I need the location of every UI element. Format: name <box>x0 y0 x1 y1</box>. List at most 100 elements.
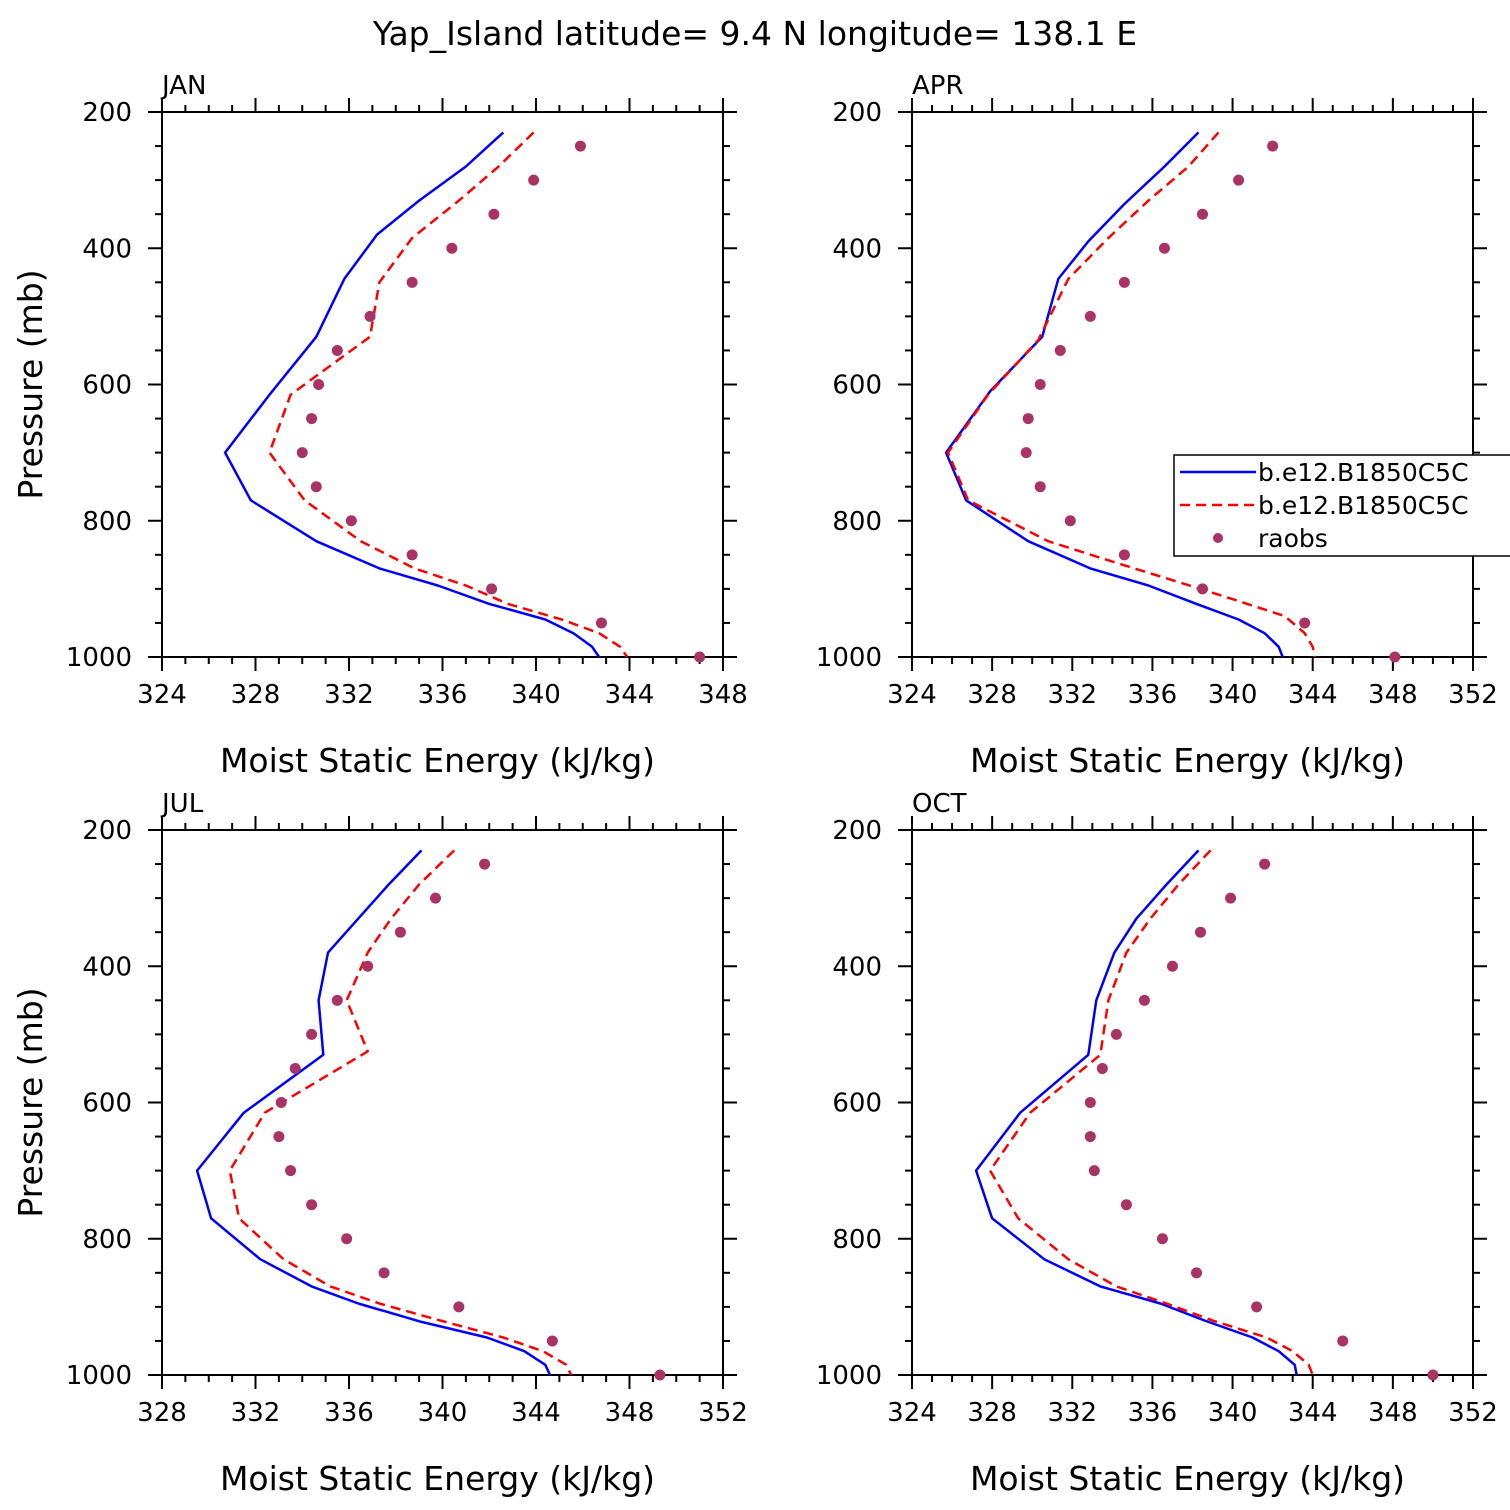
y-tick-label: 400 <box>82 234 132 264</box>
y-tick-label: 200 <box>832 816 882 846</box>
chart-panel-apr: 324 328 332 336 340 344 348 352 200 400 600 800 1000… <box>816 71 1498 780</box>
series-line-dashed <box>228 849 573 1376</box>
raobs-point <box>1034 481 1046 493</box>
raobs-point <box>1084 310 1096 322</box>
raobs-point <box>1259 858 1271 870</box>
raobs-point <box>453 1301 465 1313</box>
raobs-point <box>479 858 491 870</box>
series-line-solid <box>944 131 1284 658</box>
raobs-point <box>394 926 406 938</box>
raobs-point <box>1034 379 1046 390</box>
y-tick-label: 1000 <box>816 1361 882 1391</box>
raobs-point <box>1197 208 1209 220</box>
raobs-point <box>1022 413 1034 425</box>
raobs-point <box>528 174 540 186</box>
y-tick-label: 800 <box>82 1225 132 1255</box>
plot-frame <box>161 111 724 658</box>
raobs-point <box>1427 1369 1439 1381</box>
raobs-point <box>1225 892 1237 904</box>
y-tick-label: 200 <box>82 816 132 846</box>
x-tick-label: 328 <box>137 1398 187 1428</box>
legend-dot <box>1213 533 1223 543</box>
series-line-solid <box>974 849 1298 1376</box>
x-tick-label: 332 <box>324 680 374 710</box>
raobs-point <box>331 344 343 356</box>
raobs-point <box>1096 1062 1108 1074</box>
raobs-point <box>406 549 418 561</box>
x-tick-label: 328 <box>231 680 281 710</box>
x-tick-label: 324 <box>137 680 187 710</box>
plot-frame <box>911 829 1474 1376</box>
raobs-point <box>1020 447 1032 459</box>
panel-label: APR <box>912 71 964 101</box>
raobs-point <box>1110 1028 1122 1040</box>
raobs-point <box>364 310 376 322</box>
panel-label: JUL <box>160 789 204 819</box>
figure-title: Yap_Island latitude= 9.4 N longitude= 13… <box>372 14 1137 53</box>
y-tick-label: 600 <box>832 1089 882 1119</box>
raobs-point <box>1197 583 1209 595</box>
raobs-point <box>429 892 441 904</box>
x-tick-label: 340 <box>1208 1398 1258 1428</box>
y-tick-label: 400 <box>82 952 132 982</box>
raobs-point <box>341 1233 353 1245</box>
raobs-point <box>1195 926 1207 938</box>
panel-label: JAN <box>160 71 206 101</box>
chart-panel-oct: 324 328 332 336 340 344 348 352 200 400 600 800 1000… <box>816 789 1498 1498</box>
raobs-point <box>1251 1301 1263 1313</box>
raobs-point <box>313 379 325 390</box>
series-line-dashed <box>268 131 629 658</box>
raobs-point <box>273 1131 285 1143</box>
plot-frame <box>161 829 724 1376</box>
raobs-point <box>1299 617 1311 629</box>
raobs-point <box>378 1267 390 1279</box>
raobs-point <box>486 583 498 595</box>
raobs-point <box>345 515 357 527</box>
chart-panel-jul: 328 332 336 340 344 348 352 200 400 600 800 1000 JUL… <box>11 789 748 1498</box>
panel-label: OCT <box>912 789 967 819</box>
legend: b.e12.B1850C5C b.e12.B1850C5C raobs <box>1173 454 1510 557</box>
raobs-point <box>1084 1131 1096 1143</box>
x-tick-label: 340 <box>418 1398 468 1428</box>
raobs-point <box>331 994 343 1006</box>
raobs-point <box>446 242 458 254</box>
y-tick-label: 800 <box>832 507 882 537</box>
x-axis-label: Moist Static Energy (kJ/kg) <box>970 1459 1405 1498</box>
x-tick-label: 348 <box>605 1398 655 1428</box>
x-tick-label: 340 <box>511 680 561 710</box>
raobs-point <box>546 1335 558 1347</box>
series-line-dashed <box>988 849 1314 1376</box>
raobs-point <box>289 1062 301 1074</box>
x-tick-label: 336 <box>1128 680 1178 710</box>
raobs-point <box>654 1369 666 1381</box>
raobs-point <box>306 1028 318 1040</box>
y-axis-label: Pressure (mb) <box>11 269 50 499</box>
raobs-point <box>1120 1199 1132 1211</box>
x-tick-label: 324 <box>887 680 937 710</box>
raobs-point <box>1118 549 1130 561</box>
raobs-point <box>1166 960 1178 972</box>
raobs-point <box>574 140 586 152</box>
x-tick-label: 344 <box>1288 680 1338 710</box>
raobs-point <box>1191 1267 1203 1279</box>
raobs-point <box>362 960 374 972</box>
x-tick-label: 352 <box>1448 1398 1498 1428</box>
raobs-point <box>1337 1335 1349 1347</box>
raobs-point <box>310 481 322 493</box>
x-tick-label: 332 <box>231 1398 281 1428</box>
y-tick-label: 600 <box>82 1089 132 1119</box>
raobs-point <box>488 208 500 220</box>
raobs-point <box>1233 174 1245 186</box>
y-axis-label: Pressure (mb) <box>11 987 50 1217</box>
raobs-point <box>1267 140 1279 152</box>
y-tick-label: 200 <box>82 98 132 128</box>
legend-label-3: raobs <box>1258 524 1328 553</box>
legend-label-1: b.e12.B1850C5C <box>1258 458 1469 487</box>
y-tick-label: 800 <box>832 1225 882 1255</box>
raobs-point <box>285 1165 297 1177</box>
raobs-point <box>406 276 418 288</box>
raobs-point <box>1138 994 1150 1006</box>
raobs-point <box>1156 1233 1168 1245</box>
x-tick-label: 340 <box>1208 680 1258 710</box>
x-tick-label: 328 <box>967 1398 1017 1428</box>
